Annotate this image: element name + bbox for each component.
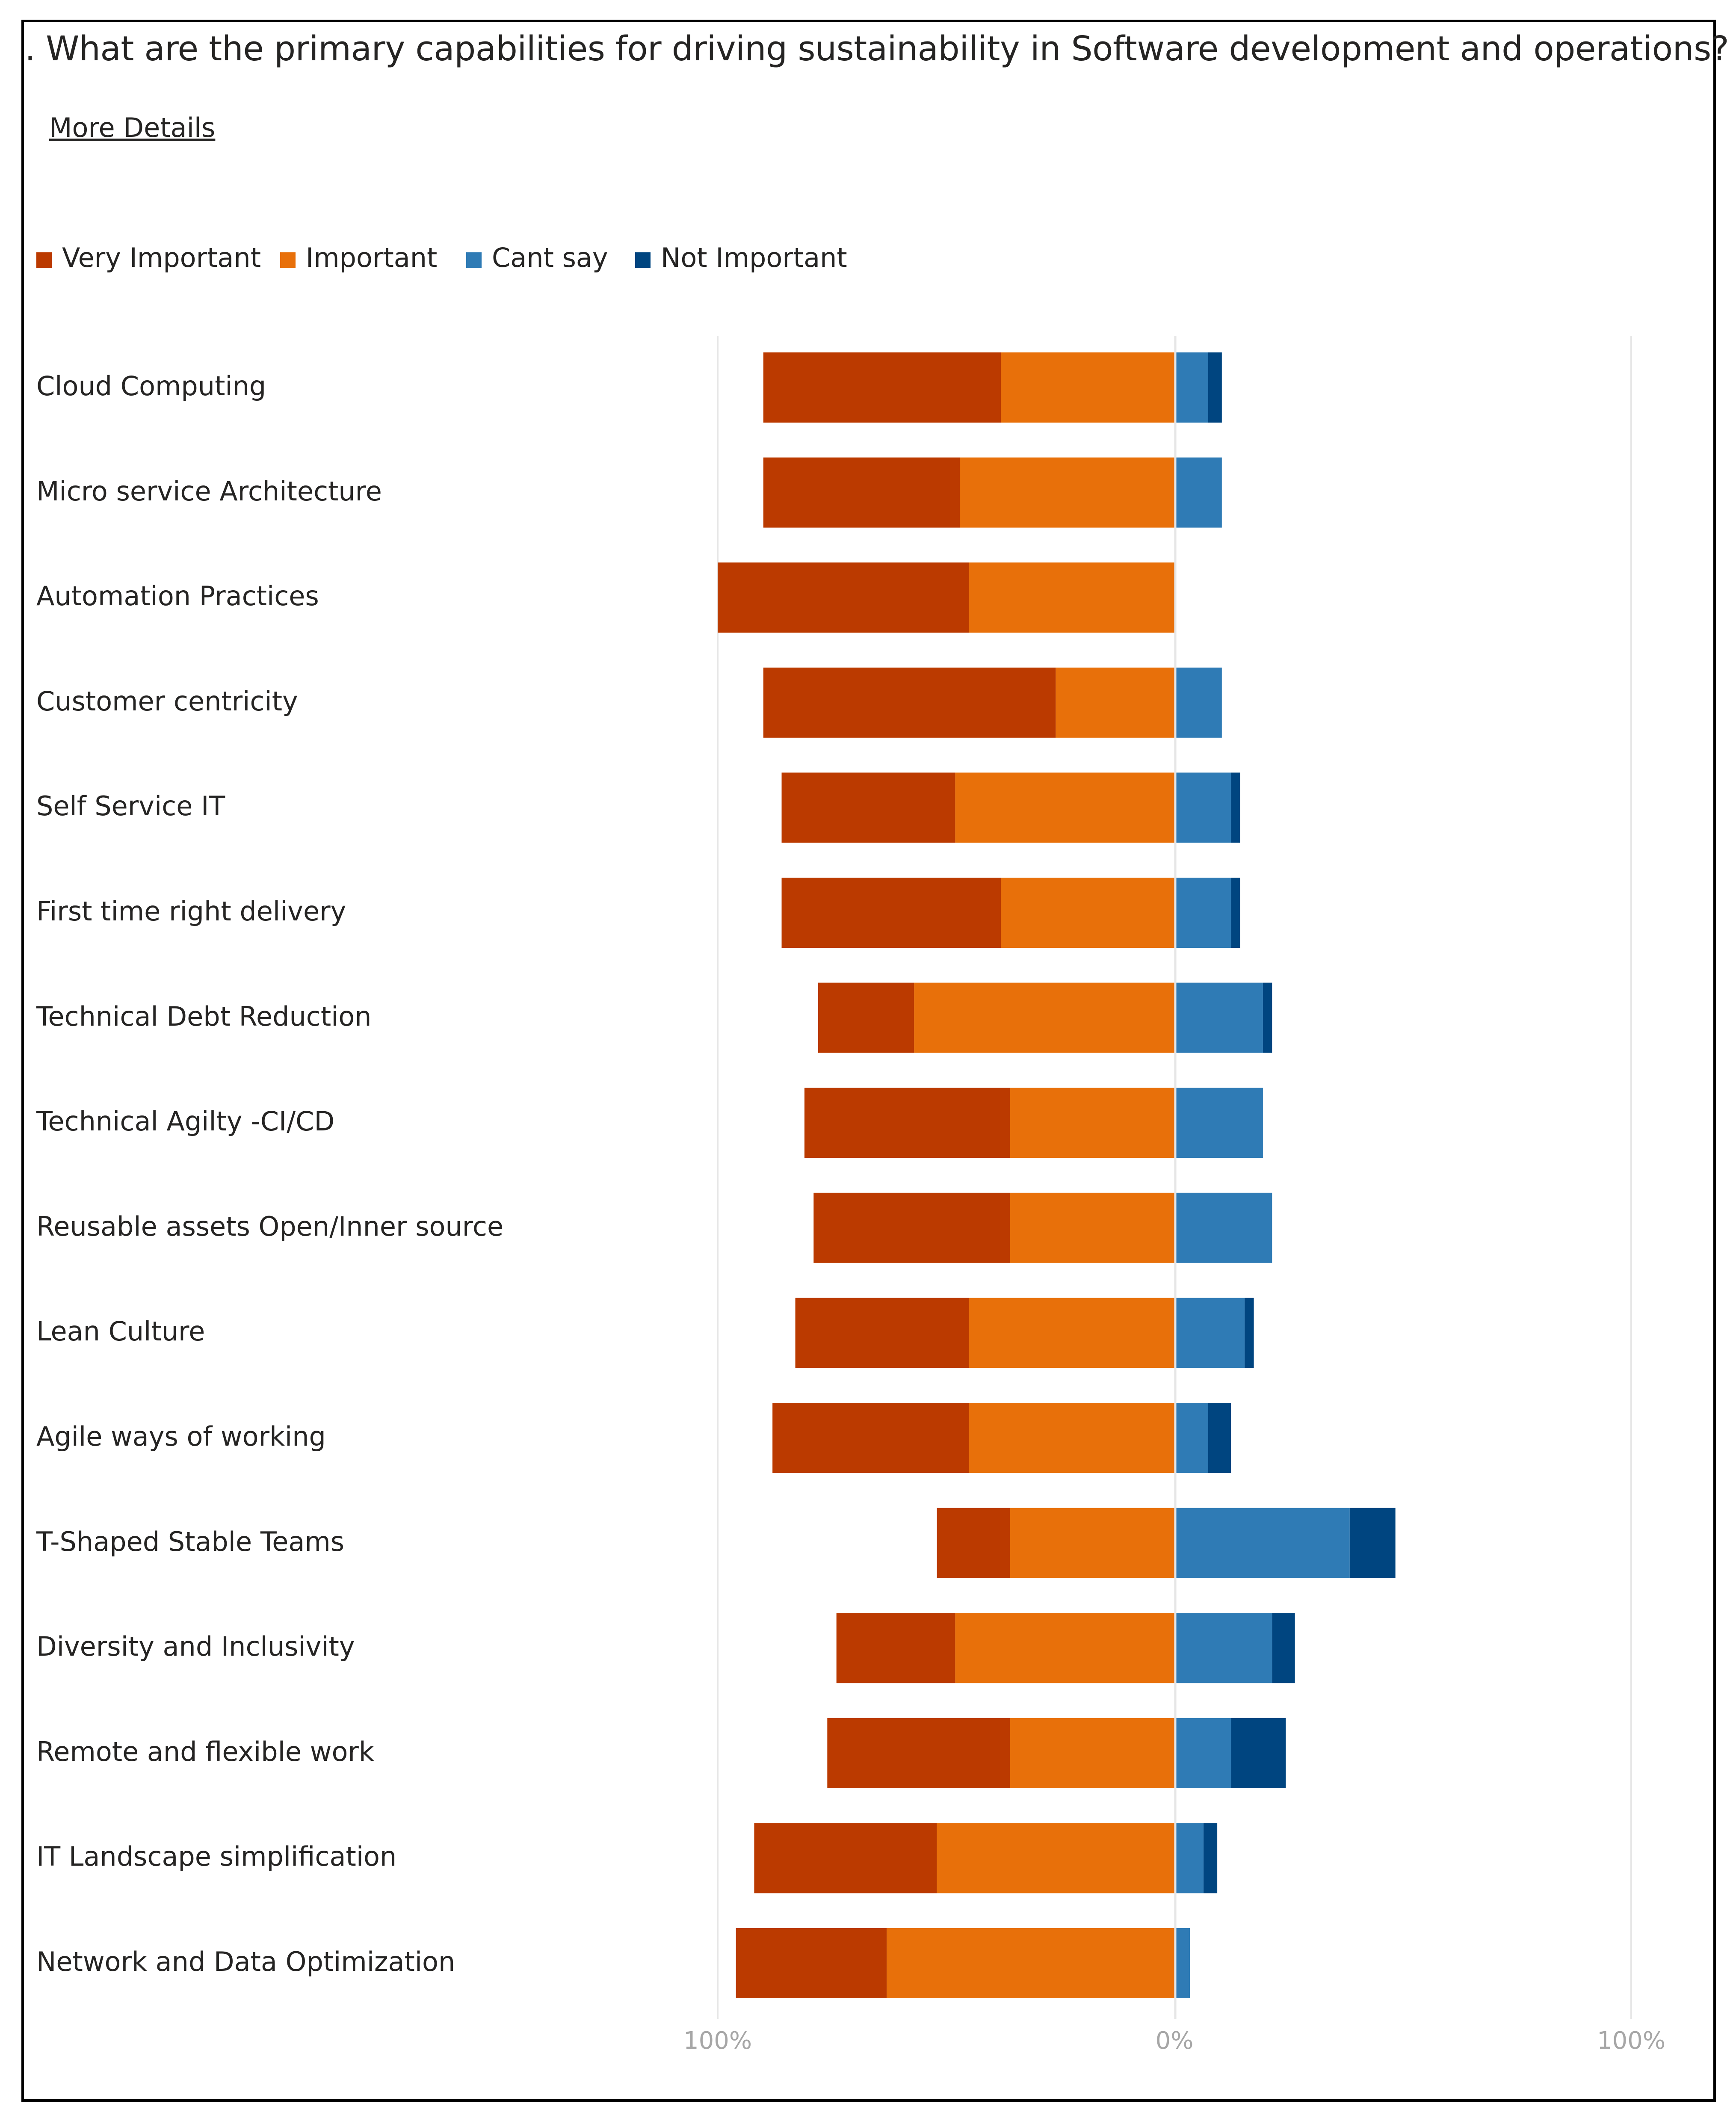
category-label-remote-and-flexible-work: Remote and flexible work bbox=[36, 1736, 374, 1767]
bar-not-important-agile-ways-of-working[interactable] bbox=[1208, 1403, 1231, 1473]
bar-very-important-reusable-assets-open-inner-source[interactable] bbox=[813, 1192, 1010, 1263]
bar-important-remote-and-flexible-work[interactable] bbox=[1010, 1718, 1174, 1788]
bar-important-self-service-it[interactable] bbox=[955, 772, 1174, 843]
category-label-automation-practices: Automation Practices bbox=[36, 580, 319, 612]
bar-important-customer-centricity[interactable] bbox=[1056, 667, 1174, 738]
bar-cant-say-self-service-it[interactable] bbox=[1176, 772, 1231, 843]
category-label-agile-ways-of-working: Agile ways of working bbox=[36, 1421, 326, 1452]
x-tick-label: 0% bbox=[1156, 2027, 1194, 2055]
bar-important-micro-service-architecture[interactable] bbox=[960, 457, 1174, 528]
bar-very-important-network-and-data-optimization[interactable] bbox=[736, 1928, 887, 1998]
bar-not-important-self-service-it[interactable] bbox=[1231, 772, 1240, 843]
category-label-technical-agilty-ci-cd: Technical Agilty -CI/CD bbox=[36, 1106, 335, 1137]
bar-not-important-diversity-and-inclusivity[interactable] bbox=[1272, 1613, 1295, 1683]
bar-very-important-micro-service-architecture[interactable] bbox=[763, 457, 960, 528]
bar-very-important-technical-debt-reduction[interactable] bbox=[818, 982, 914, 1053]
bar-cant-say-technical-debt-reduction[interactable] bbox=[1176, 982, 1263, 1053]
category-label-cloud-computing: Cloud Computing bbox=[36, 370, 266, 402]
bar-important-lean-culture[interactable] bbox=[969, 1298, 1174, 1368]
bar-important-t-shaped-stable-teams[interactable] bbox=[1010, 1508, 1174, 1578]
bar-important-network-and-data-optimization[interactable] bbox=[887, 1928, 1174, 1998]
legend-swatch-important bbox=[280, 252, 296, 268]
x-tick-label: 100% bbox=[1597, 2027, 1665, 2055]
bar-cant-say-reusable-assets-open-inner-source[interactable] bbox=[1176, 1192, 1272, 1263]
legend-label: Important bbox=[306, 242, 438, 273]
bar-important-technical-debt-reduction[interactable] bbox=[914, 982, 1174, 1053]
bar-cant-say-it-landscape-simplification[interactable] bbox=[1176, 1823, 1204, 1893]
legend-swatch-cant-say bbox=[466, 252, 482, 268]
bar-cant-say-micro-service-architecture[interactable] bbox=[1176, 457, 1222, 528]
bar-very-important-t-shaped-stable-teams[interactable] bbox=[937, 1508, 1010, 1578]
bar-not-important-remote-and-flexible-work[interactable] bbox=[1231, 1718, 1286, 1788]
bar-not-important-it-landscape-simplification[interactable] bbox=[1204, 1823, 1218, 1893]
category-label-diversity-and-inclusivity: Diversity and Inclusivity bbox=[36, 1631, 355, 1662]
bar-not-important-technical-debt-reduction[interactable] bbox=[1263, 982, 1272, 1053]
bar-cant-say-t-shaped-stable-teams[interactable] bbox=[1176, 1508, 1350, 1578]
bar-very-important-agile-ways-of-working[interactable] bbox=[772, 1403, 969, 1473]
bar-cant-say-network-and-data-optimization[interactable] bbox=[1176, 1928, 1190, 1998]
bar-very-important-automation-practices[interactable] bbox=[718, 562, 969, 633]
bar-important-technical-agilty-ci-cd[interactable] bbox=[1010, 1088, 1174, 1158]
bar-very-important-technical-agilty-ci-cd[interactable] bbox=[804, 1088, 1010, 1158]
bar-very-important-it-landscape-simplification[interactable] bbox=[754, 1823, 937, 1893]
bar-very-important-first-time-right-delivery[interactable] bbox=[781, 878, 1001, 948]
bar-cant-say-cloud-computing[interactable] bbox=[1176, 352, 1208, 423]
category-label-lean-culture: Lean Culture bbox=[36, 1316, 205, 1347]
bar-cant-say-technical-agilty-ci-cd[interactable] bbox=[1176, 1088, 1263, 1158]
bar-very-important-cloud-computing[interactable] bbox=[763, 352, 1001, 423]
legend-label: Not Important bbox=[661, 242, 847, 273]
bar-important-first-time-right-delivery[interactable] bbox=[1001, 878, 1174, 948]
legend-label: Cant say bbox=[492, 242, 608, 273]
bar-important-automation-practices[interactable] bbox=[969, 562, 1174, 633]
bar-important-cloud-computing[interactable] bbox=[1001, 352, 1174, 423]
category-label-self-service-it: Self Service IT bbox=[36, 790, 225, 822]
more-details-link[interactable]: More Details bbox=[49, 112, 216, 143]
bar-not-important-lean-culture[interactable] bbox=[1245, 1298, 1254, 1368]
bar-not-important-first-time-right-delivery[interactable] bbox=[1231, 878, 1240, 948]
bar-cant-say-remote-and-flexible-work[interactable] bbox=[1176, 1718, 1231, 1788]
legend-label: Very Important bbox=[62, 242, 261, 273]
bar-very-important-lean-culture[interactable] bbox=[795, 1298, 969, 1368]
category-label-customer-centricity: Customer centricity bbox=[36, 685, 298, 717]
legend-item-not-important[interactable]: Not Important bbox=[635, 242, 847, 273]
x-tick-label: 100% bbox=[683, 2027, 752, 2055]
legend-item-very-important[interactable]: Very Important bbox=[36, 242, 261, 273]
category-label-reusable-assets-open-inner-source: Reusable assets Open/Inner source bbox=[36, 1210, 504, 1242]
category-label-t-shaped-stable-teams: T-Shaped Stable Teams bbox=[36, 1526, 345, 1557]
bar-cant-say-customer-centricity[interactable] bbox=[1176, 667, 1222, 738]
bar-very-important-customer-centricity[interactable] bbox=[763, 667, 1056, 738]
bar-important-it-landscape-simplification[interactable] bbox=[937, 1823, 1174, 1893]
bar-cant-say-diversity-and-inclusivity[interactable] bbox=[1176, 1613, 1272, 1683]
bar-important-reusable-assets-open-inner-source[interactable] bbox=[1010, 1192, 1174, 1263]
legend-item-important[interactable]: Important bbox=[280, 242, 437, 273]
bar-cant-say-first-time-right-delivery[interactable] bbox=[1176, 878, 1231, 948]
bar-cant-say-lean-culture[interactable] bbox=[1176, 1298, 1245, 1368]
bar-very-important-remote-and-flexible-work[interactable] bbox=[827, 1718, 1010, 1788]
category-label-technical-debt-reduction: Technical Debt Reduction bbox=[36, 1000, 372, 1032]
category-label-network-and-data-optimization: Network and Data Optimization bbox=[36, 1946, 455, 1977]
legend-swatch-very-important bbox=[36, 252, 52, 268]
bar-not-important-cloud-computing[interactable] bbox=[1208, 352, 1222, 423]
bar-very-important-self-service-it[interactable] bbox=[781, 772, 955, 843]
bar-important-diversity-and-inclusivity[interactable] bbox=[955, 1613, 1174, 1683]
bar-important-agile-ways-of-working[interactable] bbox=[969, 1403, 1174, 1473]
category-label-first-time-right-delivery: First time right delivery bbox=[36, 896, 346, 927]
bar-very-important-diversity-and-inclusivity[interactable] bbox=[836, 1613, 955, 1683]
legend-item-cant-say[interactable]: Cant say bbox=[466, 242, 608, 273]
bar-not-important-t-shaped-stable-teams[interactable] bbox=[1349, 1508, 1396, 1578]
category-label-it-landscape-simplification: IT Landscape simplification bbox=[36, 1841, 397, 1872]
chart-question-title: . What are the primary capabilities for … bbox=[25, 29, 1729, 68]
category-label-micro-service-architecture: Micro service Architecture bbox=[36, 475, 382, 507]
legend-swatch-not-important bbox=[635, 252, 651, 268]
bar-cant-say-agile-ways-of-working[interactable] bbox=[1176, 1403, 1208, 1473]
